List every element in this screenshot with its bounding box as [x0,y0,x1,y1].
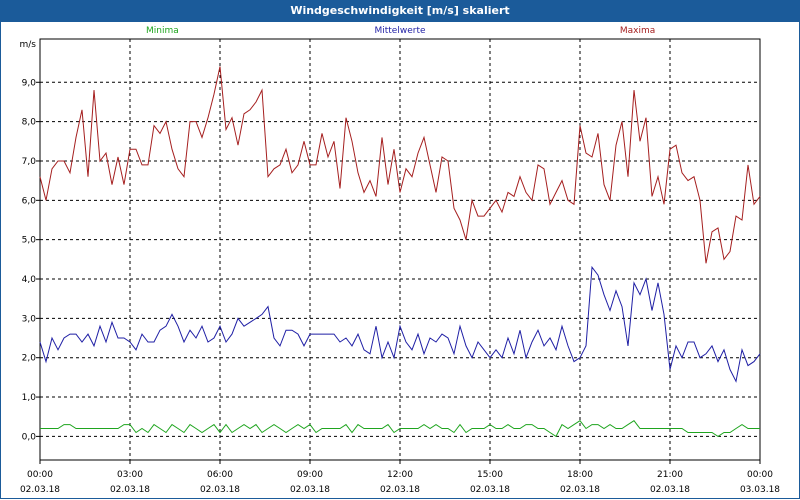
legend-label-minima: Minima [146,26,179,36]
x-tick-label-time: 00:00 [27,470,53,480]
x-tick-label-date: 02.03.18 [20,485,60,495]
y-tick-label: 0,0 [22,432,37,442]
x-tick-label-time: 06:00 [207,470,233,480]
y-tick-label: 6,0 [22,196,37,206]
x-tick-label-date: 02.03.18 [200,485,240,495]
x-tick-label-date: 02.03.18 [290,485,330,495]
x-tick-label-date: 02.03.18 [110,485,150,495]
chart-frame: 0,0 1,0 2,0 3,0 4,0 5,0 6,0 7,0 8,0 9,0 00:00 02.03… [0,22,800,499]
legend-label-mittelwerte: Mittelwerte [374,26,425,36]
x-tick-label-time: 15:00 [477,470,503,480]
x-tick-label-time: 03:00 [117,470,143,480]
x-tick-label-time: 18:00 [567,470,593,480]
y-tick-label: 8,0 [22,118,37,128]
x-tick-label-time: 12:00 [387,470,413,480]
series-line-mittelwerte [39,265,761,383]
x-tick-label-date: 02.03.18 [560,485,600,495]
y-axis-label: m/s [20,40,37,50]
line-chart: 0,0 1,0 2,0 3,0 4,0 5,0 6,0 7,0 8,0 9,0 00:00 02.03… [20,26,781,495]
x-tick-label-date: 02.03.18 [380,485,420,495]
y-tick-label: 1,0 [22,393,37,403]
series-line-maxima [39,66,761,264]
legend-label-maxima: Maxima [620,26,655,36]
y-tick-label: 5,0 [22,236,37,246]
y-tick-label: 2,0 [22,354,37,364]
x-tick-label-date: 02.03.18 [470,485,510,495]
x-tick-label-date: 03.03.18 [740,485,780,495]
y-tick-label: 7,0 [22,157,37,167]
chart-title: Windgeschwindigkeit [m/s] skaliert [0,0,800,22]
x-tick-label-date: 02.03.18 [650,485,690,495]
y-tick-label: 4,0 [22,275,37,285]
x-tick-label-time: 21:00 [657,470,683,480]
x-tick-label-time: 09:00 [297,470,323,480]
y-tick-label: 3,0 [22,314,37,324]
series-line-minima [40,420,760,438]
y-tick-label: 9,0 [22,78,37,88]
x-tick-label-time: 00:00 [747,470,773,480]
